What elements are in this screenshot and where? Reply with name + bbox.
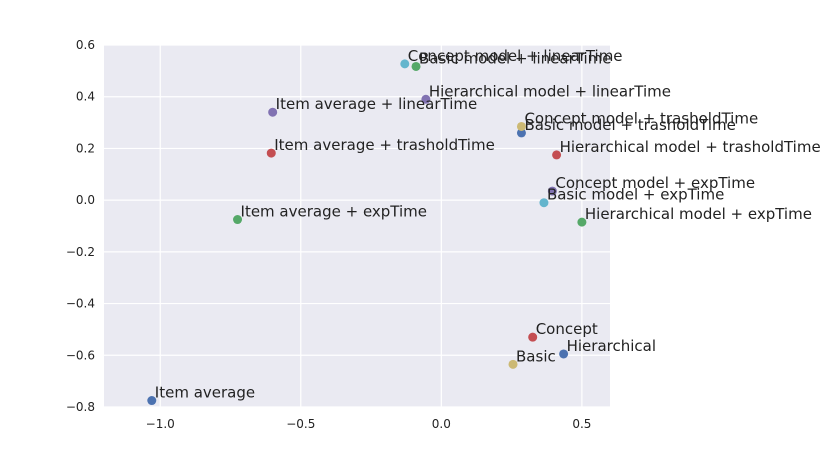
- scatter-point: [233, 215, 243, 225]
- scatter-point: [539, 198, 549, 208]
- scatter-point: [266, 148, 276, 158]
- point-label: Basic model + trasholdTime: [524, 116, 735, 134]
- x-tick-label: −0.5: [286, 417, 315, 431]
- scatter-point: [516, 128, 526, 138]
- point-label: Concept model + expTime: [555, 174, 755, 192]
- y-tick-label: 0.6: [76, 38, 95, 52]
- x-tick-label: −1.0: [146, 417, 175, 431]
- y-tick-label: −0.2: [66, 245, 95, 259]
- scatter-point: [577, 217, 587, 227]
- point-label: Concept: [536, 320, 598, 338]
- point-label: Hierarchical model + trasholdTime: [560, 138, 821, 156]
- scatter-point: [508, 359, 518, 369]
- y-tick-label: 0.4: [76, 90, 95, 104]
- scatter-point: [400, 59, 410, 69]
- scatter-point: [552, 150, 562, 160]
- point-label: Item average + trasholdTime: [274, 136, 495, 154]
- x-axis-ticks: −1.0 −0.5 0.0 0.5: [146, 417, 592, 431]
- plot-area: [104, 45, 610, 407]
- point-label: Hierarchical model + linearTime: [429, 82, 671, 100]
- point-label: Concept model + trasholdTime: [524, 109, 758, 127]
- scatter-point: [516, 121, 526, 131]
- scatter-point: [268, 107, 278, 117]
- scatter-point: [528, 332, 538, 342]
- scatter-point: [559, 349, 569, 359]
- grid-lines: [104, 44, 610, 408]
- point-label: Concept model + linearTime: [408, 47, 623, 65]
- scatter-point: [547, 186, 557, 196]
- scatter-point: [421, 94, 431, 104]
- y-tick-label: 0.2: [76, 141, 95, 155]
- point-label: Basic: [516, 347, 556, 365]
- y-tick-label: −0.4: [66, 297, 95, 311]
- scatter-point: [411, 61, 421, 71]
- point-label: Basic model + linearTime: [419, 49, 611, 67]
- point-label: Item average + linearTime: [276, 95, 478, 113]
- y-tick-label: 0.0: [76, 193, 95, 207]
- point-label: Item average + expTime: [241, 203, 428, 221]
- y-axis-ticks: −0.8 −0.6 −0.4 −0.2 0.0 0.2 0.4 0.6: [66, 38, 95, 414]
- x-tick-label: 0.0: [432, 417, 451, 431]
- x-tick-label: 0.5: [572, 417, 591, 431]
- point-label: Item average: [155, 384, 255, 402]
- scatter-point: [147, 396, 157, 406]
- y-tick-label: −0.8: [66, 400, 95, 414]
- point-label: Basic model + expTime: [547, 186, 724, 204]
- data-points: [147, 59, 587, 406]
- point-label: Hierarchical: [567, 337, 656, 355]
- point-label: Hierarchical model + expTime: [585, 205, 812, 223]
- y-tick-label: −0.6: [66, 348, 95, 362]
